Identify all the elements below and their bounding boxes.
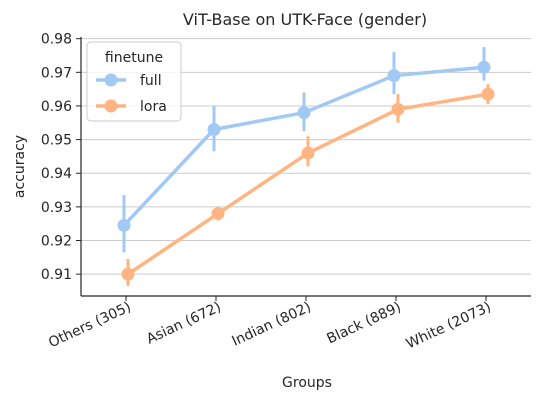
y-tick-label: 0.95: [41, 133, 72, 149]
series-lora: [121, 84, 495, 286]
legend-marker: [104, 73, 118, 87]
x-ticks: Others (305) Asian (672) Indian (802) Black…: [46, 296, 494, 352]
data-point: [477, 60, 491, 74]
legend-label: lora: [140, 99, 167, 115]
data-point: [297, 106, 311, 120]
legend: finetune full lora: [86, 41, 182, 122]
data-point: [301, 146, 315, 160]
x-tick-label: White (2073): [404, 299, 494, 352]
y-tick-label: 0.98: [41, 32, 72, 48]
y-tick-label: 0.96: [41, 99, 72, 115]
y-axis-label: accuracy: [12, 135, 28, 198]
data-point: [211, 207, 225, 221]
data-point: [117, 218, 131, 232]
y-ticks: 0.91 0.92 0.93 0.94 0.95 0.96 0.97 0.98: [41, 32, 81, 283]
y-tick-label: 0.91: [41, 267, 72, 283]
data-point: [481, 87, 495, 101]
x-axis-label: Groups: [282, 375, 332, 391]
legend-title: finetune: [105, 50, 163, 66]
chart-title: ViT-Base on UTK-Face (gender): [183, 10, 427, 29]
x-tick-label: Indian (802): [230, 299, 314, 350]
x-tick-label: Others (305): [46, 299, 134, 351]
y-tick-label: 0.93: [41, 200, 72, 216]
series-line: [127, 92, 489, 276]
data-point: [391, 102, 405, 116]
y-tick-label: 0.92: [41, 234, 72, 250]
y-tick-label: 0.97: [41, 65, 72, 81]
x-tick-label: Black (889): [324, 299, 403, 347]
y-tick-label: 0.94: [41, 166, 72, 182]
series-full: [117, 47, 491, 253]
series-layer: [117, 47, 495, 286]
x-tick-label: Asian (672): [144, 299, 224, 347]
data-point: [387, 69, 401, 83]
legend-marker: [104, 99, 118, 113]
data-point: [121, 267, 135, 281]
data-point: [207, 123, 221, 136]
legend-label: full: [140, 73, 162, 89]
